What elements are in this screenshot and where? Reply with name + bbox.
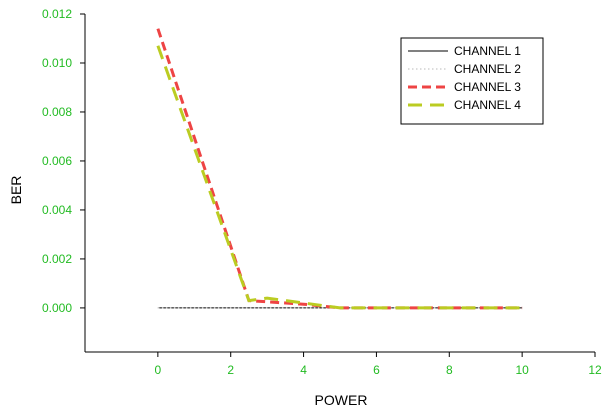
legend-box <box>400 37 544 125</box>
y-tick-label: 0.010 <box>42 56 72 70</box>
legend-label: CHANNEL 2 <box>454 62 521 76</box>
legend-label: CHANNEL 1 <box>454 44 521 58</box>
x-tick-label: 4 <box>300 363 307 377</box>
x-ticks: 0 2 4 6 8 10 12 <box>155 352 602 377</box>
y-axis-label: BER <box>8 176 24 205</box>
legend-label: CHANNEL 4 <box>454 98 521 112</box>
y-tick-label: 0.006 <box>42 154 72 168</box>
legend-label: CHANNEL 3 <box>454 80 521 94</box>
series-lines <box>156 28 523 310</box>
series-line-4 <box>156 45 523 310</box>
x-tick-label: 2 <box>227 363 234 377</box>
x-tick-label: 12 <box>588 363 602 377</box>
y-tick-label: 0.012 <box>42 7 72 21</box>
x-tick-label: 6 <box>373 363 380 377</box>
x-tick-label: 0 <box>155 363 162 377</box>
plot-area: 0 2 4 6 8 10 12 0.000 0.002 0.004 0.006 0.008 0.010… <box>42 7 602 377</box>
y-tick-label: 0.008 <box>42 105 72 119</box>
x-axis-label: POWER <box>315 392 368 408</box>
legend: CHANNEL 1 CHANNEL 2 CHANNEL 3 CHANNEL 4 <box>400 37 544 125</box>
y-tick-label: 0.004 <box>42 203 72 217</box>
y-tick-label: 0.002 <box>42 252 72 266</box>
x-tick-label: 8 <box>446 363 453 377</box>
y-tick-label: 0.000 <box>42 301 72 315</box>
y-ticks: 0.000 0.002 0.004 0.006 0.008 0.010 0.012 <box>42 7 85 315</box>
x-tick-label: 10 <box>515 363 529 377</box>
